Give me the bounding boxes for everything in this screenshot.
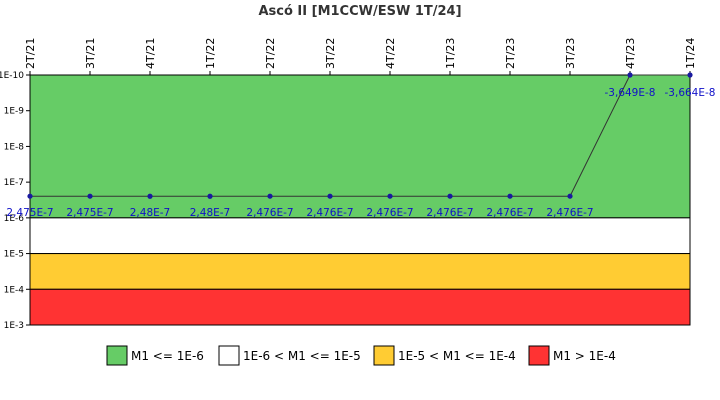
data-point-6	[387, 193, 393, 199]
data-point-3	[207, 193, 213, 199]
x-tick-label-7: 1T/23	[444, 38, 457, 69]
data-labels: 2,475E-7 2,475E-7 2,48E-7 2,48E-7 2,476E-7 2,…	[6, 87, 715, 219]
x-axis-ticks: 2T/21 3T/21 4T/21 1T/22 2T/22 3T/22 4T/22 1T/23…	[24, 38, 697, 75]
x-tick-label-5: 3T/22	[324, 38, 337, 69]
data-label-9: 2,476E-7	[546, 207, 593, 219]
y-axis-ticks: 1E-10 1E-9 1E-8 1E-7 1E-6 1E-5 1E-4 1E-3	[0, 71, 30, 331]
chart-title: Ascó II [M1CCW/ESW 1T/24]	[258, 4, 461, 19]
data-label-3: 2,48E-7	[190, 207, 230, 219]
data-label-7: 2,476E-7	[426, 207, 473, 219]
legend-swatch-1	[218, 345, 240, 366]
y-tick-label-6: 1E-4	[4, 285, 25, 295]
y-tick-label-4: 1E-6	[4, 214, 25, 224]
data-point-2	[147, 193, 153, 199]
legend-label-1: 1E-6 < M1 <= 1E-5	[243, 349, 361, 363]
x-tick-label-0: 2T/21	[24, 38, 37, 69]
x-tick-label-3: 1T/22	[204, 38, 217, 69]
band-3	[29, 288, 691, 326]
data-label-2: 2,48E-7	[130, 207, 170, 219]
data-label-4: 2,476E-7	[246, 207, 293, 219]
data-label-1: 2,475E-7	[66, 207, 113, 219]
data-label-11: -3,664E-8	[665, 87, 716, 99]
legend-label-3: M1 > 1E-4	[553, 349, 616, 363]
band-1	[29, 217, 691, 255]
data-points	[27, 72, 693, 199]
x-tick-label-11: 1T/24	[684, 38, 697, 69]
x-tick-label-9: 3T/23	[564, 38, 577, 69]
legend-swatch-0	[106, 345, 128, 366]
data-point-11	[687, 72, 693, 78]
data-point-5	[327, 193, 333, 199]
plot-frame	[29, 74, 691, 326]
data-point-8	[507, 193, 513, 199]
data-point-7	[447, 193, 453, 199]
legend-label-2: 1E-5 < M1 <= 1E-4	[398, 349, 516, 363]
x-tick-label-1: 3T/21	[84, 38, 97, 69]
y-tick-label-0: 1E-10	[0, 71, 24, 81]
y-tick-label-5: 1E-5	[4, 250, 24, 260]
data-point-10	[627, 72, 633, 78]
data-point-9	[567, 193, 573, 199]
bands	[29, 74, 691, 326]
data-label-10: -3,649E-8	[605, 87, 656, 99]
x-tick-label-6: 4T/22	[384, 38, 397, 69]
data-point-0	[27, 193, 33, 199]
y-tick-label-2: 1E-8	[4, 142, 25, 152]
data-point-4	[267, 193, 273, 199]
y-tick-label-7: 1E-3	[4, 321, 24, 331]
data-label-8: 2,476E-7	[486, 207, 533, 219]
band-0	[29, 74, 691, 219]
legend-label-0: M1 <= 1E-6	[131, 349, 204, 363]
data-label-0: 2,475E-7	[6, 207, 53, 219]
y-tick-label-3: 1E-7	[4, 178, 24, 188]
band-2	[29, 253, 691, 290]
y-tick-label-1: 1E-9	[4, 107, 25, 117]
x-tick-label-2: 4T/21	[144, 38, 157, 69]
series-line	[30, 74, 690, 197]
data-label-6: 2,476E-7	[366, 207, 413, 219]
legend-swatch-2	[373, 345, 395, 366]
x-tick-label-4: 2T/22	[264, 38, 277, 69]
legend-swatch-3	[528, 345, 550, 366]
data-label-5: 2,476E-7	[306, 207, 353, 219]
x-tick-label-8: 2T/23	[504, 38, 517, 69]
x-tick-label-10: 4T/23	[624, 38, 637, 69]
series-polyline	[30, 74, 690, 197]
data-point-1	[87, 193, 93, 199]
legend: M1 <= 1E-6 1E-6 < M1 <= 1E-5 1E-5 < M1 <= …	[106, 345, 616, 366]
